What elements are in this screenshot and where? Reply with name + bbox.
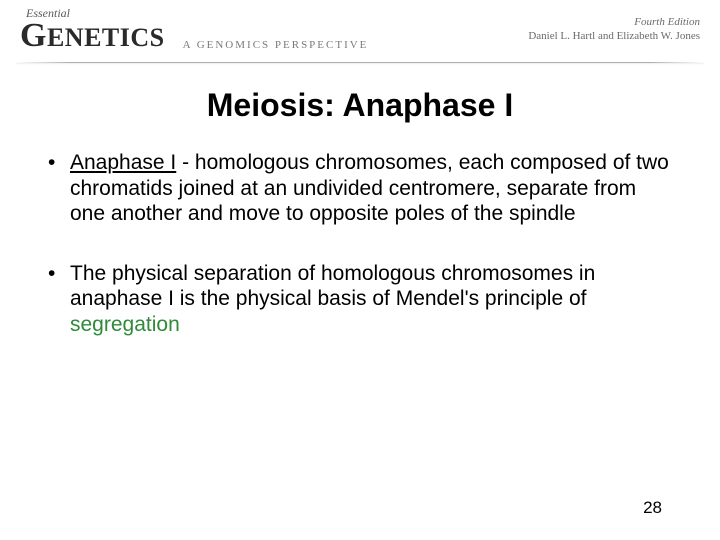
logo-genetics: GENETICS (20, 17, 165, 55)
header-right: Fourth Edition Daniel L. Hartl and Eliza… (528, 6, 700, 42)
list-item: Anaphase I - homologous chromosomes, eac… (44, 150, 676, 227)
page-number: 28 (643, 498, 662, 518)
logo-subtitle: A GENOMICS PERSPECTIVE (183, 39, 369, 51)
bullet-list: Anaphase I - homologous chromosomes, eac… (44, 150, 676, 338)
list-item: The physical separation of homologous ch… (44, 261, 676, 338)
slide-header: Essential GENETICS A GENOMICS PERSPECTIV… (0, 0, 720, 62)
bullet-text: The physical separation of homologous ch… (70, 262, 595, 311)
bullet-highlight-term: segregation (70, 313, 180, 336)
slide-title: Meiosis: Anaphase I (44, 87, 676, 124)
slide-content: Meiosis: Anaphase I Anaphase I - homolog… (0, 63, 720, 338)
logo-genetics-g: G (20, 17, 47, 55)
bullet-underline-term: Anaphase I (70, 151, 176, 174)
authors-label: Daniel L. Hartl and Elizabeth W. Jones (528, 30, 700, 42)
book-logo: Essential GENETICS (20, 6, 165, 55)
logo-genetics-rest: ENETICS (47, 23, 165, 53)
header-left: Essential GENETICS A GENOMICS PERSPECTIV… (20, 6, 368, 55)
edition-label: Fourth Edition (528, 16, 700, 28)
